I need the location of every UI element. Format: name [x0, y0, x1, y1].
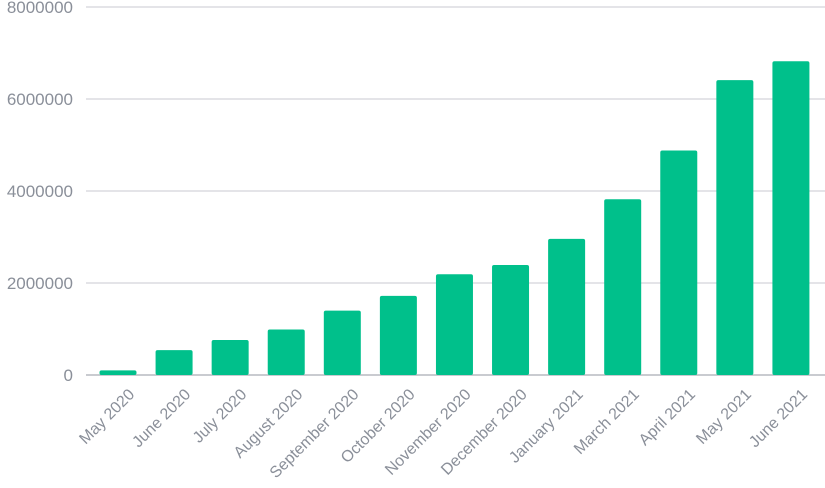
y-tick-label: 8000000 — [7, 0, 73, 17]
x-tick-label: July 2020 — [190, 386, 251, 447]
x-tick-label: June 2021 — [746, 386, 811, 451]
bar — [267, 329, 305, 375]
bar — [604, 199, 642, 375]
bar — [323, 310, 361, 375]
bar — [99, 370, 137, 375]
x-tick-label: April 2021 — [636, 386, 699, 449]
x-tick-label: June 2020 — [129, 386, 194, 451]
bars — [99, 61, 810, 375]
bar — [379, 295, 417, 375]
bar — [492, 265, 530, 375]
bar — [155, 350, 193, 375]
y-tick-label: 2000000 — [7, 274, 73, 293]
bar — [211, 340, 249, 375]
y-tick-label: 4000000 — [7, 182, 73, 201]
bar — [548, 238, 586, 375]
y-tick-label: 6000000 — [7, 90, 73, 109]
y-tick-label: 0 — [64, 366, 73, 385]
bar — [660, 150, 698, 375]
bar — [772, 61, 810, 375]
bar — [435, 274, 473, 375]
y-axis-tick-labels: 0 2000000 4000000 6000000 8000000 — [7, 0, 73, 385]
bar — [716, 80, 754, 375]
